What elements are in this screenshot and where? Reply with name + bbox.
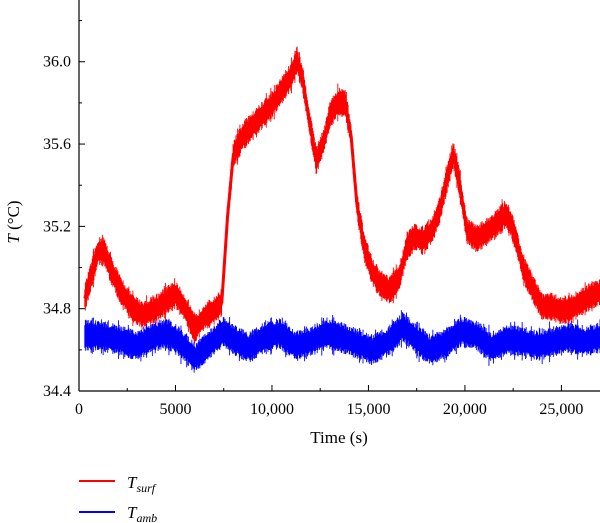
series-line-surface — [83, 54, 600, 333]
legend-item-surface: Tsurf — [79, 473, 157, 495]
x-tick-label: 25,000 — [539, 401, 583, 418]
y-tick-label: 35.2 — [43, 218, 71, 235]
legend-item-ambient: Tamb — [79, 503, 157, 523]
y-axis-title-unit: (°C) — [4, 200, 23, 234]
x-tick-label: 10,000 — [250, 401, 294, 418]
y-tick-label: 34.4 — [43, 383, 71, 400]
y-axis-title-variable: T — [4, 233, 23, 244]
series-band-surface — [84, 46, 600, 344]
x-tick-label: 15,000 — [346, 401, 390, 418]
series-line-ambient — [84, 325, 600, 361]
plot-series — [83, 46, 600, 373]
series-ambient — [84, 310, 600, 373]
y-tick-label: 36.0 — [43, 54, 71, 71]
y-tick-label: 35.6 — [43, 136, 71, 153]
x-tick-label: 5000 — [159, 401, 191, 418]
x-axis: 0 5000 10,000 15,000 20,000 25,000 — [75, 385, 583, 418]
x-tick-label: 20,000 — [443, 401, 487, 418]
y-axis-title: T (°C) — [4, 200, 23, 243]
legend-label-surface: Tsurf — [127, 473, 157, 495]
legend-label-ambient: Tamb — [127, 503, 157, 523]
x-tick-label: 0 — [75, 401, 83, 418]
y-tick-label: 34.8 — [43, 301, 71, 318]
series-surface — [83, 46, 600, 344]
x-axis-title: Time (s) — [310, 428, 367, 447]
y-axis: 34.4 34.8 35.2 35.6 36.0 — [43, 20, 85, 400]
legend: Tsurf Tamb — [79, 473, 157, 523]
